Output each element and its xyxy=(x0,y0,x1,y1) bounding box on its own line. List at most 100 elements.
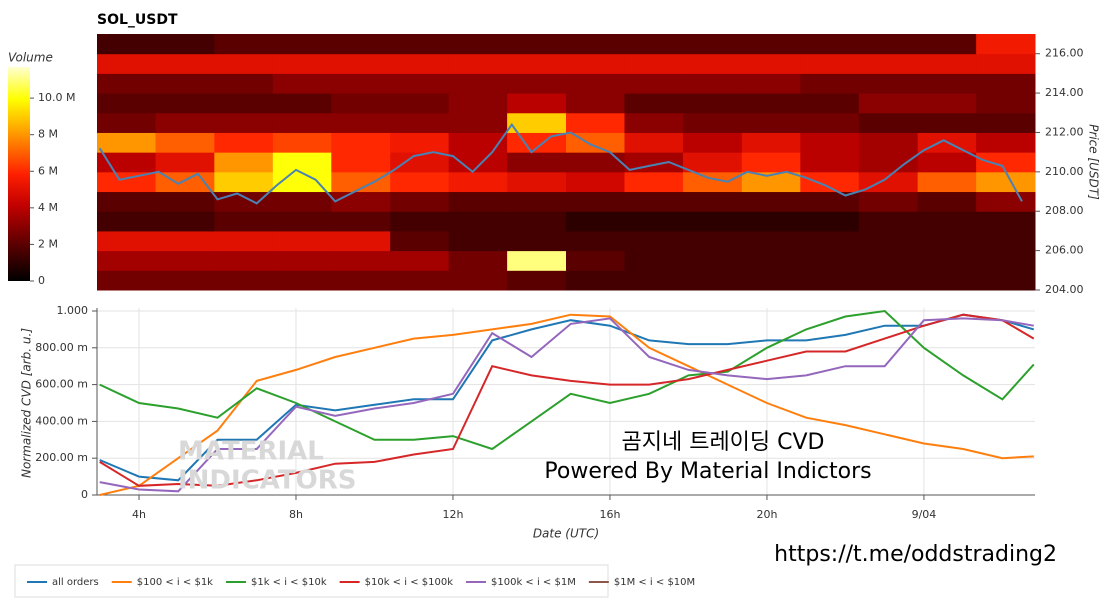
heatmap-cell xyxy=(97,270,156,291)
legend-label: all orders xyxy=(52,577,99,588)
heatmap-cell xyxy=(390,230,450,252)
heatmap-cell xyxy=(272,112,332,133)
heatmap-cell xyxy=(624,191,684,212)
y-tick-label: 210.00 xyxy=(1045,165,1084,178)
x-tick-label: 4h xyxy=(132,508,146,521)
heatmap-cell xyxy=(214,191,274,212)
heatmap-cell xyxy=(390,270,450,291)
heatmap-cell xyxy=(448,112,508,133)
y-tick-label: 212.00 xyxy=(1045,125,1084,138)
heatmap-cell xyxy=(507,112,567,133)
heatmap-cell xyxy=(97,93,156,114)
heatmap-cell xyxy=(448,171,508,193)
heatmap-cell xyxy=(507,73,567,94)
heatmap-cell xyxy=(741,171,801,193)
heatmap-cell xyxy=(741,73,801,94)
heatmap-cell xyxy=(390,171,450,193)
heatmap-cell xyxy=(682,191,743,212)
heatmap-cell xyxy=(682,53,743,74)
legend-label: $1M < i < $10M xyxy=(614,577,695,588)
y-tick-label: 200.00 m xyxy=(35,451,88,464)
legend-label: $10k < i < $100k xyxy=(365,577,454,588)
heatmap-cell xyxy=(800,270,860,291)
heatmap-cell xyxy=(390,152,450,173)
heatmap-cell xyxy=(566,250,625,271)
heatmap-cell xyxy=(507,191,567,212)
heatmap-cell xyxy=(390,112,450,133)
heatmap-cell xyxy=(272,250,332,271)
heatmap-cell xyxy=(331,270,391,291)
heatmap-cell xyxy=(800,152,860,173)
heatmap-cell xyxy=(214,93,274,114)
heatmap-cell xyxy=(507,34,567,55)
heatmap-cell xyxy=(214,230,274,252)
y-tick-label: 208.00 xyxy=(1045,204,1084,217)
heatmap-cell xyxy=(448,132,508,153)
heatmap-cell xyxy=(507,53,567,74)
heatmap-cell xyxy=(917,211,977,232)
heatmap-cell xyxy=(566,53,625,74)
heatmap-cell xyxy=(97,211,156,232)
heatmap-cell xyxy=(741,34,801,55)
heatmap-cell xyxy=(741,250,801,271)
heatmap-cell xyxy=(976,191,1036,212)
heatmap-cell xyxy=(214,53,274,74)
y-axis-label: Price [USDT] xyxy=(1087,124,1101,200)
heatmap-cell xyxy=(682,93,743,114)
heatmap-cell xyxy=(331,132,391,153)
heatmap-cell xyxy=(507,250,567,271)
heatmap-cell xyxy=(917,191,977,212)
heatmap-cell xyxy=(858,171,919,193)
y-tick-label: 206.00 xyxy=(1045,244,1084,257)
heatmap-cell xyxy=(624,270,684,291)
heatmap-cell xyxy=(682,152,743,173)
heatmap-cell xyxy=(448,34,508,55)
heatmap-cell xyxy=(976,230,1036,252)
heatmap-cell xyxy=(917,112,977,133)
heatmap-cell xyxy=(682,112,743,133)
heatmap-cell xyxy=(97,152,156,173)
heatmap-cell xyxy=(976,73,1036,94)
colorbar-tick-label: 10.0 M xyxy=(38,91,75,104)
colorbar-tick-label: 6 M xyxy=(38,164,58,177)
heatmap-cell xyxy=(858,230,919,252)
annotation: Powered By Material Indictors xyxy=(544,459,871,484)
heatmap-cell xyxy=(976,152,1036,173)
colorbar-tick-label: 0 xyxy=(38,274,45,287)
heatmap-cell xyxy=(155,152,215,173)
legend-label: $100k < i < $1M xyxy=(491,577,576,588)
heatmap-cell xyxy=(624,93,684,114)
heatmap-cell xyxy=(214,152,274,173)
heatmap-cell xyxy=(331,93,391,114)
x-tick-label: 16h xyxy=(599,508,620,521)
heatmap-cell xyxy=(390,132,450,153)
heatmap-cell xyxy=(624,171,684,193)
heatmap-cell xyxy=(976,112,1036,133)
footer-link[interactable]: https://t.me/oddstrading2 xyxy=(774,542,1057,567)
heatmap-cell xyxy=(272,191,332,212)
heatmap-cell xyxy=(272,152,332,173)
heatmap-cell xyxy=(741,270,801,291)
heatmap-cell xyxy=(800,132,860,153)
annotation: 곰지네 트레이딩 CVD xyxy=(621,430,824,455)
heatmap-cell xyxy=(272,132,332,153)
y-tick-label: 216.00 xyxy=(1045,47,1084,60)
heatmap-cell xyxy=(331,191,391,212)
heatmap-cell xyxy=(976,211,1036,232)
colorbar-title: Volume xyxy=(8,51,53,65)
heatmap-cell xyxy=(272,93,332,114)
heatmap-cell xyxy=(800,230,860,252)
heatmap-cell xyxy=(272,211,332,232)
heatmap-cell xyxy=(976,250,1036,271)
heatmap-cell xyxy=(155,73,215,94)
heatmap-cell xyxy=(858,191,919,212)
heatmap-cell xyxy=(331,211,391,232)
heatmap-cell xyxy=(800,191,860,212)
cvd-line xyxy=(99,313,1034,496)
heatmap-cell xyxy=(566,73,625,94)
heatmap-cell xyxy=(917,34,977,55)
colorbar-tick-label: 8 M xyxy=(38,128,58,141)
heatmap-cell xyxy=(448,53,508,74)
heatmap-cell xyxy=(858,250,919,271)
y-tick-label: 0 xyxy=(81,488,88,501)
